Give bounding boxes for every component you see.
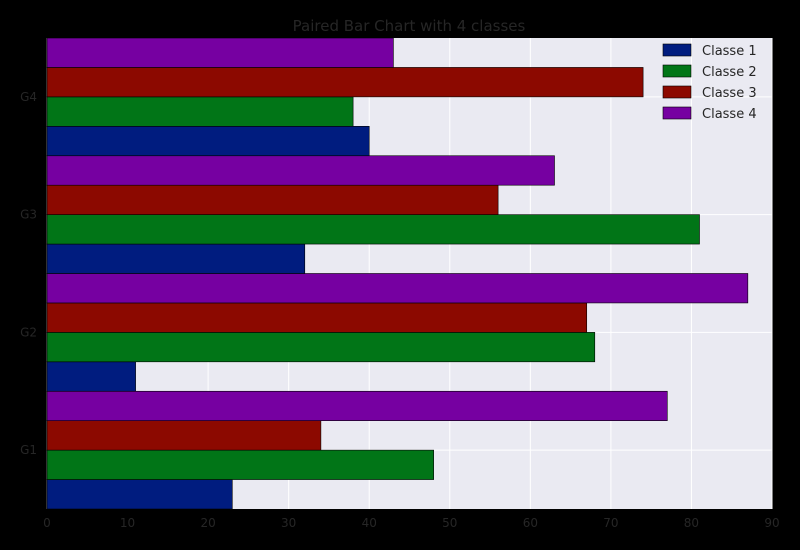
bar-g2-classe-2 (46, 332, 596, 363)
legend-label: Classe 4 (702, 107, 757, 122)
x-tick-label: 50 (442, 516, 457, 530)
bar-g1-classe-1 (46, 479, 233, 510)
x-tick-label: 10 (120, 516, 135, 530)
y-tick-label: G2 (20, 325, 37, 339)
legend-swatch (662, 106, 692, 120)
bar-g3-classe-4 (46, 155, 555, 186)
bar-g1-classe-4 (46, 390, 668, 421)
legend: Classe 1 Classe 2 Classe 3 Classe 4 (662, 43, 757, 122)
bar-g4-classe-1 (46, 126, 370, 157)
x-tick-label: 60 (523, 516, 538, 530)
legend-swatch (662, 64, 692, 78)
bar-g2-classe-1 (46, 361, 136, 392)
x-tick-labels: 0 10 20 30 40 50 60 70 80 90 (43, 516, 779, 530)
legend-label: Classe 1 (702, 44, 757, 59)
bar-g2-classe-3 (46, 302, 588, 333)
bar-g3-classe-1 (46, 243, 306, 274)
x-tick-label: 30 (281, 516, 296, 530)
legend-swatch (662, 85, 692, 99)
x-tick-label: 40 (362, 516, 377, 530)
x-tick-label: 0 (43, 516, 51, 530)
bar-g4-classe-4 (46, 37, 394, 68)
legend-label: Classe 2 (702, 65, 757, 80)
y-tick-label: G4 (20, 90, 37, 104)
chart-title: Paired Bar Chart with 4 classes (293, 17, 526, 35)
x-tick-label: 90 (764, 516, 779, 530)
x-tick-label: 20 (200, 516, 215, 530)
bar-g3-classe-3 (46, 184, 499, 215)
y-tick-labels: G1 G2 G3 G4 (20, 90, 37, 457)
legend-label: Classe 3 (702, 86, 757, 101)
bar-g1-classe-3 (46, 420, 322, 451)
y-tick-label: G3 (20, 208, 37, 222)
bars-group (46, 37, 749, 510)
legend-swatch (662, 43, 692, 57)
bar-g2-classe-4 (46, 273, 749, 304)
bar-g3-classe-2 (46, 214, 700, 245)
x-tick-label: 70 (603, 516, 618, 530)
bar-g4-classe-3 (46, 67, 644, 98)
y-tick-label: G1 (20, 443, 37, 457)
bar-g4-classe-2 (46, 96, 354, 127)
x-tick-label: 80 (684, 516, 699, 530)
bar-g1-classe-2 (46, 449, 434, 480)
